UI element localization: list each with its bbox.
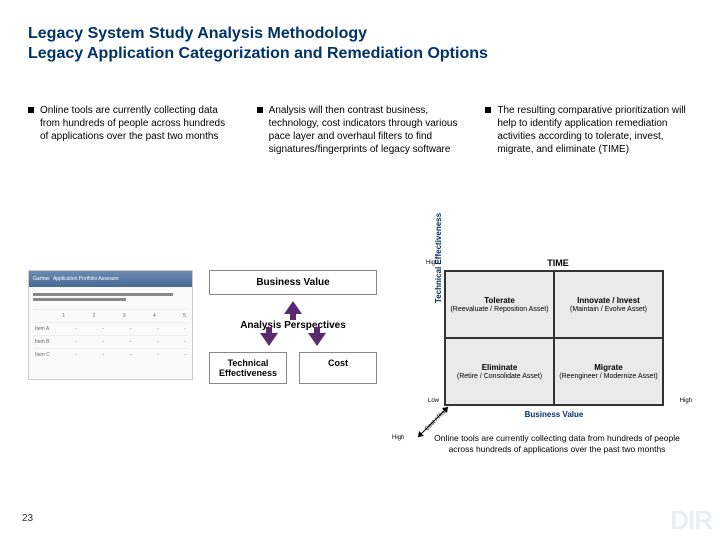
bullet-1: Online tools are currently collecting da…	[28, 104, 235, 156]
bullet-3-text: The resulting comparative prioritization…	[497, 104, 692, 156]
bullet-square-icon	[485, 107, 491, 113]
bullet-3: The resulting comparative prioritization…	[485, 104, 692, 156]
page-number: 23	[22, 513, 33, 524]
bullet-2-text: Analysis will then contrast business, te…	[269, 104, 464, 156]
technical-effectiveness-box: Technical Effectiveness	[209, 352, 287, 384]
x-axis-label: Business Value	[444, 410, 664, 419]
diag-high-label: High	[392, 435, 404, 441]
table-row: Item A-----	[33, 322, 188, 335]
slide-title-1: Legacy System Study Analysis Methodology	[28, 24, 692, 44]
slide-title-2: Legacy Application Categorization and Re…	[28, 44, 692, 64]
quadrant-cell-tolerate: Tolerate (Reevaluate / Reposition Asset)	[445, 271, 554, 338]
table-row: Item C-----	[33, 348, 188, 361]
bullet-2: Analysis will then contrast business, te…	[257, 104, 464, 156]
quadrant-cell-eliminate: Eliminate (Retire / Consolidate Asset)	[445, 338, 554, 405]
screenshot-thumbnail: Gartner Application Portfolio Assessm 12…	[28, 270, 193, 380]
screenshot-brand: Gartner	[33, 276, 50, 282]
quadrant-title: TIME	[444, 258, 672, 268]
business-value-box: Business Value	[209, 270, 377, 295]
bullet-1-text: Online tools are currently collecting da…	[40, 104, 235, 143]
diagonal-arrow-icon: Cost / Risk High	[408, 399, 456, 447]
time-quadrant: TIME High Technical Effectiveness Tolera…	[420, 258, 690, 454]
caption-text: Online tools are currently collecting da…	[432, 433, 682, 454]
perspectives-title: Analysis Perspectives	[203, 320, 383, 331]
perspectives-diagram: Business Value Analysis Perspectives Tec…	[203, 270, 383, 384]
quadrant-cell-innovate: Innovate / Invest (Maintain / Evolve Ass…	[554, 271, 663, 338]
arrow-up-icon	[284, 301, 302, 314]
bullet-square-icon	[257, 107, 263, 113]
screenshot-title: Application Portfolio Assessm	[53, 276, 119, 282]
y-axis-label: Technical Effectiveness	[434, 190, 443, 326]
x-high-label: High	[680, 398, 692, 404]
cost-box: Cost	[299, 352, 377, 384]
table-row: Item B-----	[33, 335, 188, 348]
quadrant-cell-migrate: Migrate (Reengineer / Modernize Asset)	[554, 338, 663, 405]
arrow-down-icon	[260, 333, 278, 346]
table-row: 12345	[33, 309, 188, 322]
arrow-down-icon	[308, 333, 326, 346]
bullet-square-icon	[28, 107, 34, 113]
watermark-icon: DIR	[670, 505, 712, 536]
bullet-row: Online tools are currently collecting da…	[28, 104, 692, 156]
